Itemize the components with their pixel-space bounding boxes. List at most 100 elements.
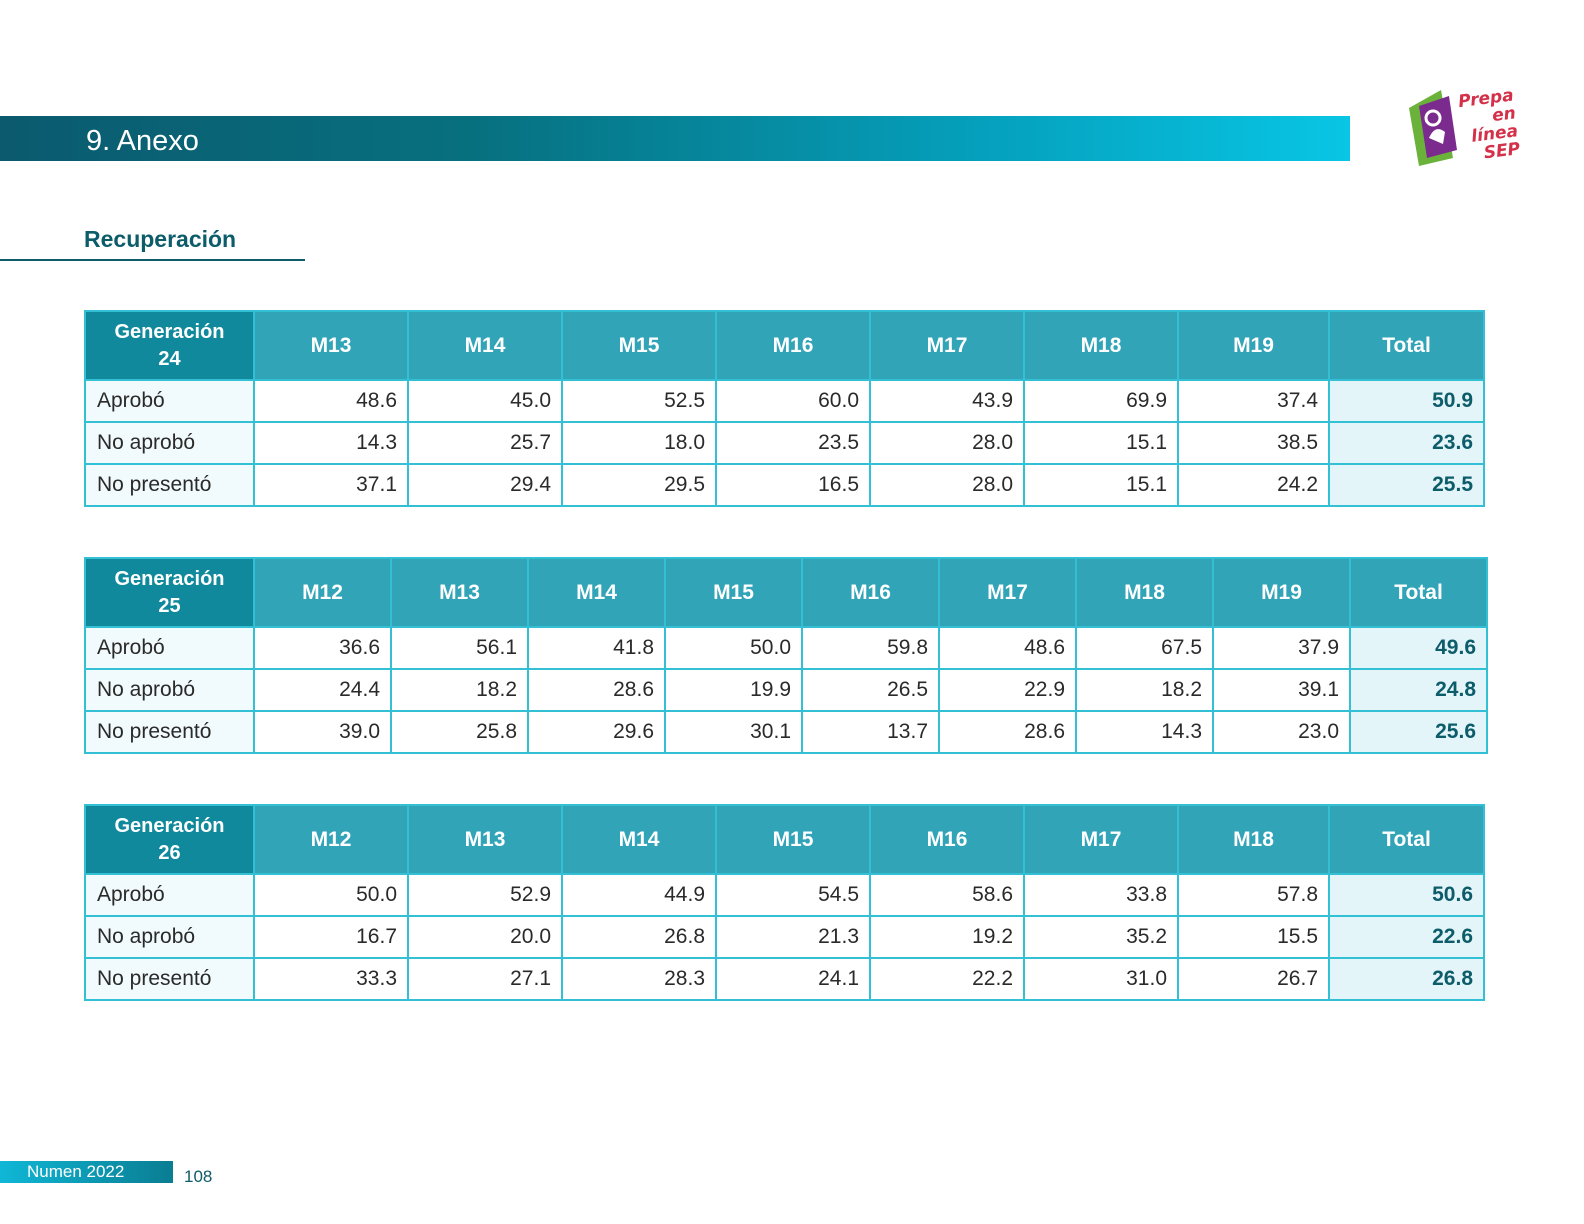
table-cell: 24.2 (1177, 463, 1330, 507)
row-label: No presentó (84, 710, 255, 754)
row-label: No aprobó (84, 668, 255, 712)
table-cell: 37.1 (253, 463, 409, 507)
table-cell: 30.1 (664, 710, 803, 754)
table-cell: 48.6 (253, 379, 409, 423)
table-cell: 24.4 (253, 668, 392, 712)
table-cell: 37.9 (1212, 626, 1351, 670)
total-cell: 24.8 (1349, 668, 1488, 712)
table-row: No presentó 33.3 27.1 28.3 24.1 22.2 31.… (84, 957, 1485, 1001)
footer-banner (0, 1161, 173, 1183)
column-header: M14 (407, 310, 563, 381)
table-cell: 52.9 (407, 873, 563, 917)
table-row: No aprobó 24.4 18.2 28.6 19.9 26.5 22.9 … (84, 668, 1488, 712)
row-label: Aprobó (84, 626, 255, 670)
subsection-title: Recuperación (84, 226, 237, 252)
table-cell: 14.3 (253, 421, 409, 465)
table-cell: 16.7 (253, 915, 409, 959)
column-header: M13 (407, 804, 563, 875)
table-cell: 25.7 (407, 421, 563, 465)
table-cell: 44.9 (561, 873, 717, 917)
table-cell: 29.5 (561, 463, 717, 507)
column-header-total: Total (1328, 804, 1485, 875)
table-cell: 57.8 (1177, 873, 1330, 917)
column-header: M12 (253, 557, 392, 628)
table-row: Aprobó 36.6 56.1 41.8 50.0 59.8 48.6 67.… (84, 626, 1488, 670)
column-header: M19 (1177, 310, 1330, 381)
table-cell: 31.0 (1023, 957, 1179, 1001)
total-cell: 22.6 (1328, 915, 1485, 959)
table-cell: 23.5 (715, 421, 871, 465)
subsection-underline (0, 259, 305, 261)
column-header: M14 (527, 557, 666, 628)
table-cell: 43.9 (869, 379, 1025, 423)
row-label: Aprobó (84, 379, 255, 423)
table-cell: 22.9 (938, 668, 1077, 712)
column-header: M17 (1023, 804, 1179, 875)
table-cell: 36.6 (253, 626, 392, 670)
table-cell: 58.6 (869, 873, 1025, 917)
table-cell: 27.1 (407, 957, 563, 1001)
row-label: No aprobó (84, 915, 255, 959)
total-cell: 25.5 (1328, 463, 1485, 507)
row-label: Aprobó (84, 873, 255, 917)
logo-wordmark: Prepa en línea SEP (1457, 85, 1522, 164)
table-cell: 28.6 (527, 668, 666, 712)
table-cell: 22.2 (869, 957, 1025, 1001)
column-header: M17 (869, 310, 1025, 381)
table-cell: 28.6 (938, 710, 1077, 754)
table-cell: 16.5 (715, 463, 871, 507)
column-header: M19 (1212, 557, 1351, 628)
total-cell: 25.6 (1349, 710, 1488, 754)
table-cell: 39.1 (1212, 668, 1351, 712)
table-cell: 15.5 (1177, 915, 1330, 959)
column-header: M15 (561, 310, 717, 381)
footer-publication: Numen 2022 (27, 1162, 125, 1181)
table-row: No presentó 37.1 29.4 29.5 16.5 28.0 15.… (84, 463, 1485, 507)
column-header: M18 (1023, 310, 1179, 381)
table-cell: 67.5 (1075, 626, 1214, 670)
total-cell: 49.6 (1349, 626, 1488, 670)
table-cell: 39.0 (253, 710, 392, 754)
column-header: M13 (390, 557, 529, 628)
corner-header: Generación 26 (84, 804, 255, 875)
table-cell: 15.1 (1023, 463, 1179, 507)
table-header-row: Generación 24 M13 M14 M15 M16 M17 M18 M19… (84, 310, 1485, 381)
table-cell: 33.8 (1023, 873, 1179, 917)
column-header: M15 (715, 804, 871, 875)
table-cell: 13.7 (801, 710, 940, 754)
table-cell: 52.5 (561, 379, 717, 423)
table-cell: 26.5 (801, 668, 940, 712)
table-cell: 50.0 (664, 626, 803, 670)
column-header-total: Total (1349, 557, 1488, 628)
table-cell: 25.8 (390, 710, 529, 754)
table-cell: 56.1 (390, 626, 529, 670)
table-cell: 18.0 (561, 421, 717, 465)
table-cell: 26.7 (1177, 957, 1330, 1001)
table-cell: 28.0 (869, 421, 1025, 465)
table-cell: 38.5 (1177, 421, 1330, 465)
column-header: M15 (664, 557, 803, 628)
table-generacion-26: Generación 26 M12 M13 M14 M15 M16 M17 M18… (84, 804, 1485, 1001)
table-row: Aprobó 50.0 52.9 44.9 54.5 58.6 33.8 57.… (84, 873, 1485, 917)
table-cell: 37.4 (1177, 379, 1330, 423)
table-header-row: Generación 26 M12 M13 M14 M15 M16 M17 M18… (84, 804, 1485, 875)
column-header: M16 (801, 557, 940, 628)
table-cell: 29.6 (527, 710, 666, 754)
prepa-en-linea-sep-logo (1409, 90, 1457, 166)
table-cell: 41.8 (527, 626, 666, 670)
table-cell: 69.9 (1023, 379, 1179, 423)
column-header: M14 (561, 804, 717, 875)
table-cell: 35.2 (1023, 915, 1179, 959)
total-cell: 50.6 (1328, 873, 1485, 917)
table-cell: 50.0 (253, 873, 409, 917)
column-header: M16 (869, 804, 1025, 875)
column-header-total: Total (1328, 310, 1485, 381)
table-cell: 19.2 (869, 915, 1025, 959)
header-banner (0, 116, 1350, 161)
column-header: M13 (253, 310, 409, 381)
table-header-row: Generación 25 M12 M13 M14 M15 M16 M17 M18… (84, 557, 1488, 628)
table-cell: 20.0 (407, 915, 563, 959)
table-cell: 18.2 (1075, 668, 1214, 712)
table-row: No aprobó 14.3 25.7 18.0 23.5 28.0 15.1 … (84, 421, 1485, 465)
table-row: No aprobó 16.7 20.0 26.8 21.3 19.2 35.2 … (84, 915, 1485, 959)
